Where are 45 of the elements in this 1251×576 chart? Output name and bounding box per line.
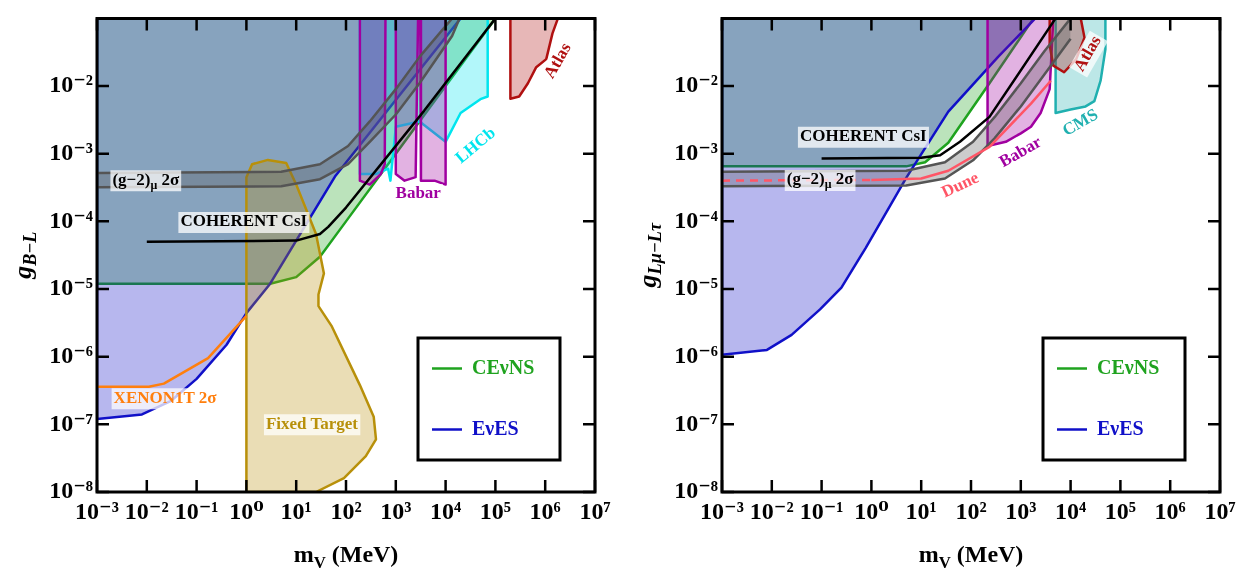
x-tick-label: 10⁻¹ [799, 497, 844, 524]
y-tick-label: 10⁻⁷ [49, 409, 93, 436]
x-tick-label: 10² [330, 497, 362, 524]
annotation: Babar [395, 183, 442, 203]
y-tick-label: 10⁻² [49, 71, 93, 98]
x-tick-label: 10⁷ [579, 497, 611, 524]
x-tick-label: 10³ [380, 497, 412, 524]
x-tick-label: 10⁵ [1104, 497, 1136, 524]
annotation: XENON1T 2σ [113, 387, 218, 407]
legend-label: CEνNS [472, 355, 535, 378]
x-tick-label: 10⁰ [854, 497, 889, 524]
x-tick-label: 10⁻² [749, 497, 794, 524]
y-tick-label: 10⁻² [674, 71, 718, 98]
y-tick-label: 10⁻⁵ [49, 274, 93, 301]
x-tick-label: 10⁶ [529, 497, 561, 524]
y-tick-label: 10⁻⁷ [674, 409, 718, 436]
annotation: CMS [1058, 104, 1102, 140]
legend-label: EνES [1097, 416, 1144, 439]
y-tick-label: 10⁻⁵ [674, 274, 718, 301]
annotation: COHERENT CsI [799, 126, 928, 146]
annotation: Fixed Target [265, 413, 359, 433]
x-tick-label: 10⁻¹ [174, 497, 219, 524]
x-tick-label: 10¹ [280, 497, 312, 524]
x-tick-label: 10¹ [905, 497, 937, 524]
annotation: COHERENT CsI [180, 211, 308, 231]
legend-label: EνES [472, 416, 519, 439]
y-tick-label: 10⁻⁶ [49, 341, 93, 368]
x-tick-label: 10² [955, 497, 987, 524]
y-tick-label: 10⁻³ [49, 138, 93, 165]
x-tick-label: 10⁰ [229, 497, 264, 524]
y-tick-label: 10⁻⁴ [49, 206, 93, 233]
x-tick-label: 10⁷ [1204, 497, 1236, 524]
y-axis-title: gB−L [7, 231, 41, 280]
y-axis-title: gLμ−Lτ [632, 222, 666, 289]
x-tick-label: 10⁻² [124, 497, 169, 524]
x-tick-label: 10³ [1005, 497, 1037, 524]
y-tick-label: 10⁻⁴ [674, 206, 718, 233]
y-tick-label: 10⁻³ [674, 138, 718, 165]
x-tick-label: 10⁵ [479, 497, 511, 524]
x-tick-label: 10⁴ [1055, 497, 1087, 524]
y-tick-label: 10⁻⁶ [674, 341, 718, 368]
annotation: Dune [938, 167, 983, 202]
x-tick-label: 10⁴ [430, 497, 462, 524]
legend-label: CEνNS [1097, 355, 1160, 378]
x-tick-label: 10⁶ [1154, 497, 1186, 524]
